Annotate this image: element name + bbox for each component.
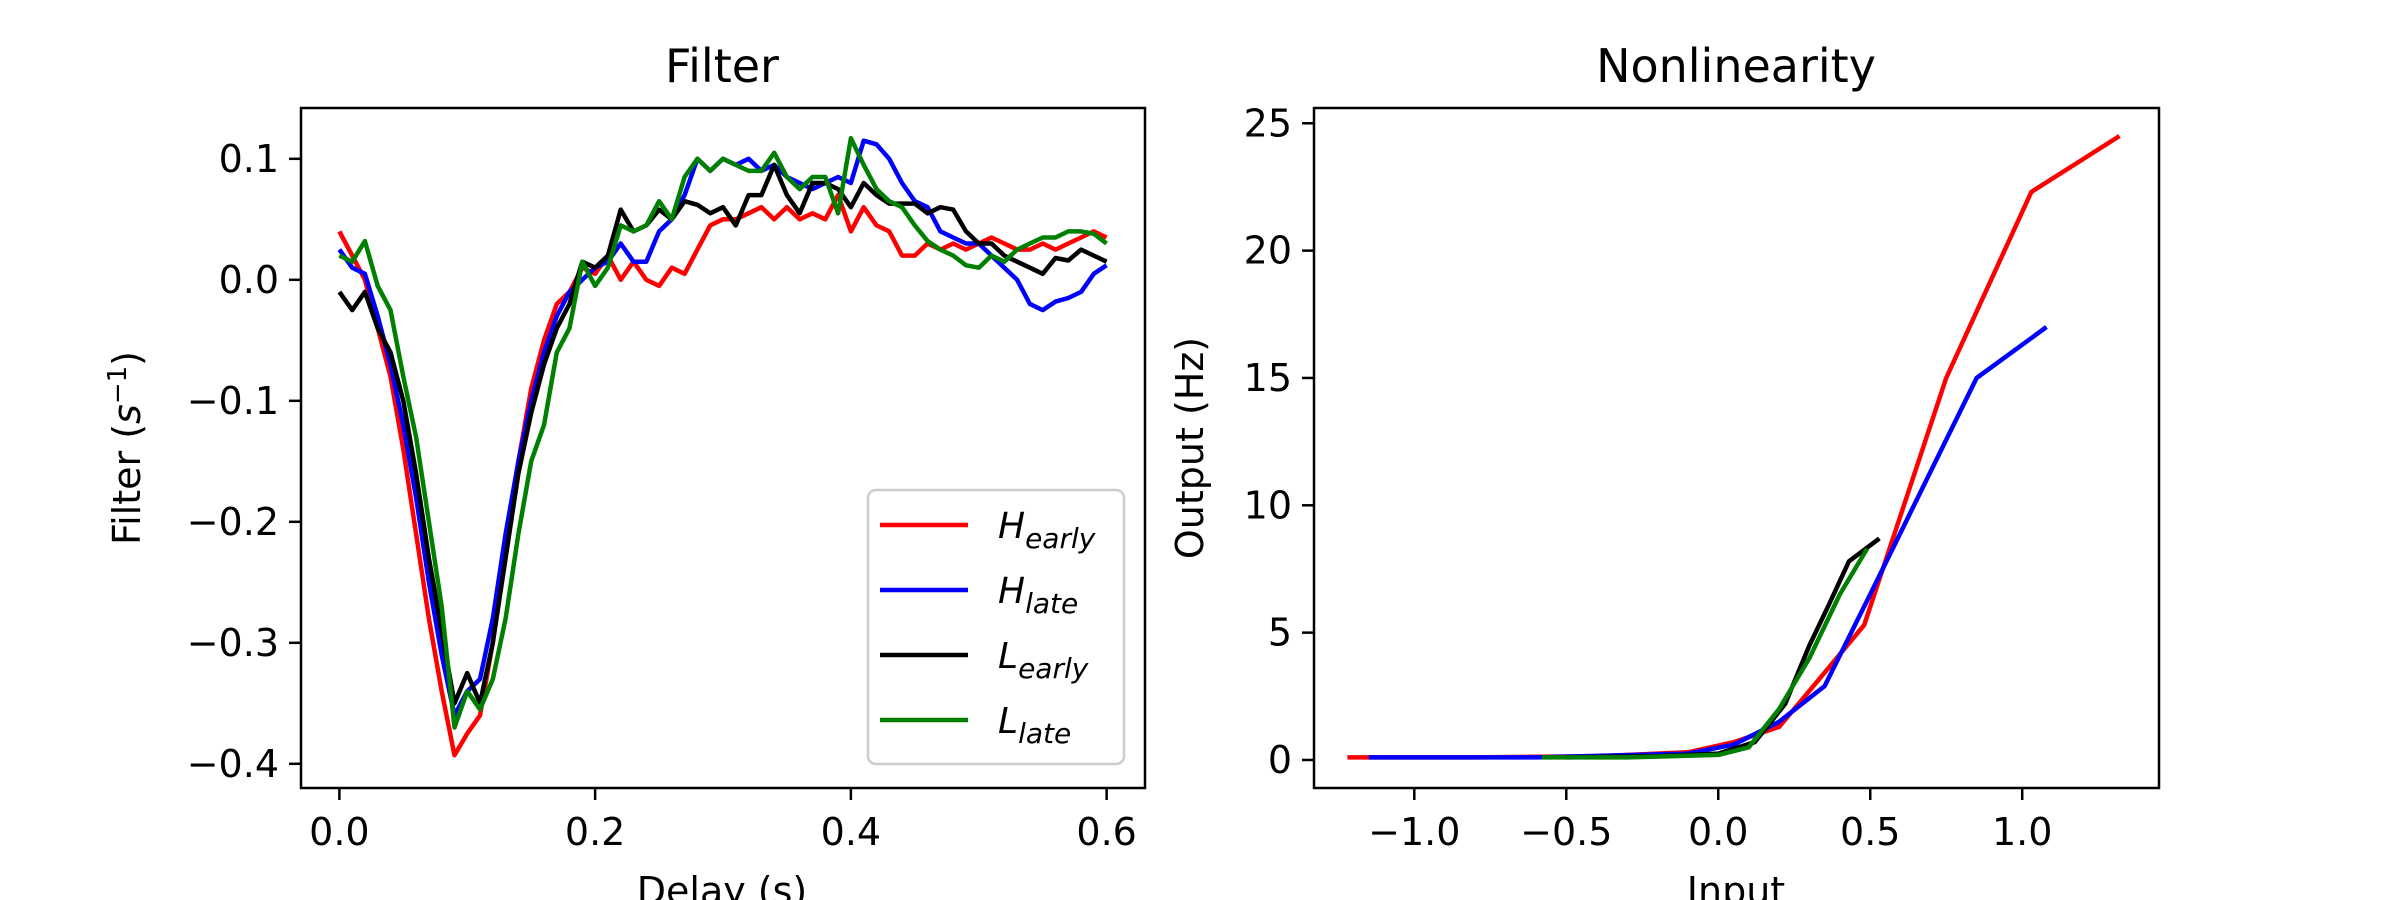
nonlin-x-tick-label: −1.0 bbox=[1368, 810, 1460, 854]
filter-x-ticks: 0.0 0.2 0.4 0.6 bbox=[309, 788, 1137, 854]
filter-legend: Hearly Hlate Learly Llate bbox=[866, 488, 1126, 766]
filter-x-label: Delay (s) bbox=[637, 869, 808, 900]
nonlinearity-title: Nonlinearity bbox=[1596, 39, 1876, 93]
nonlin-x-tick-label: −0.5 bbox=[1520, 810, 1612, 854]
nonlin-y-tick-label: 20 bbox=[1244, 229, 1292, 273]
filter-y-label: Filter (s−1) bbox=[103, 351, 149, 545]
nonlin-x-tick-label: 1.0 bbox=[1992, 810, 2052, 854]
legend-box bbox=[866, 488, 1126, 766]
legend-label-h-late: Hlate bbox=[998, 571, 1078, 620]
nonlinearity-x-ticks: −1.0 −0.5 0.0 0.5 1.0 bbox=[1368, 788, 2052, 854]
filter-x-tick-label: 0.0 bbox=[309, 810, 369, 854]
legend-label-l-late: Llate bbox=[998, 701, 1071, 750]
legend-label-l-early: Learly bbox=[998, 636, 1089, 685]
nonlin-x-tick-label: 0.5 bbox=[1840, 810, 1900, 854]
filter-x-tick-label: 0.4 bbox=[821, 810, 881, 854]
filter-series-group bbox=[337, 135, 1108, 758]
nonlin-y-tick-label: 15 bbox=[1244, 356, 1292, 400]
filter-y-tick-label: 0.1 bbox=[219, 137, 279, 181]
nonlinearity-panel: Nonlinearity −1.0 −0.5 0.0 0.5 1.0 0 5 10 15 20 2… bbox=[1168, 39, 2161, 900]
nonlin-y-tick-label: 25 bbox=[1244, 101, 1292, 145]
nonlin-y-tick-label: 5 bbox=[1268, 611, 1292, 655]
filter-y-tick-label: −0.2 bbox=[187, 500, 279, 544]
filter-y-tick-label: −0.1 bbox=[187, 379, 279, 423]
nonlin-series-l-early bbox=[1566, 536, 1881, 760]
filter-series-l-late bbox=[338, 135, 1108, 730]
filter-x-tick-label: 0.6 bbox=[1076, 810, 1136, 854]
nonlin-y-tick-label: 10 bbox=[1244, 483, 1292, 527]
nonlin-series-h-early bbox=[1347, 134, 2121, 760]
filter-y-tick-label: −0.3 bbox=[187, 621, 279, 665]
filter-y-ticks: 0.1 0.0 −0.1 −0.2 −0.3 −0.4 bbox=[187, 137, 301, 786]
filter-panel: Filter 0.0 0.2 0.4 0.6 0.1 0.0 −0.1 −0.2 −0.3 −0… bbox=[103, 39, 1147, 900]
filter-y-tick-label: −0.4 bbox=[187, 742, 279, 786]
nonlin-y-tick-label: 0 bbox=[1268, 738, 1292, 782]
nonlinearity-series-group bbox=[1347, 134, 2121, 760]
nonlin-series-l-late bbox=[1542, 547, 1870, 760]
filter-axes-frame bbox=[299, 106, 1147, 790]
filter-title: Filter bbox=[665, 39, 779, 93]
nonlinearity-y-label: Output (Hz) bbox=[1168, 337, 1212, 559]
nonlinearity-axes-frame bbox=[1312, 106, 2161, 790]
nonlin-series-h-late bbox=[1368, 325, 2048, 760]
nonlinearity-x-label: Input bbox=[1687, 869, 1785, 900]
nonlinearity-y-ticks: 0 5 10 15 20 25 bbox=[1244, 101, 1314, 782]
legend-label-h-early: Hearly bbox=[998, 506, 1096, 555]
filter-series-l-early bbox=[337, 162, 1108, 706]
filter-y-tick-label: 0.0 bbox=[219, 258, 279, 302]
nonlin-x-tick-label: 0.0 bbox=[1688, 810, 1748, 854]
filter-x-tick-label: 0.2 bbox=[565, 810, 625, 854]
